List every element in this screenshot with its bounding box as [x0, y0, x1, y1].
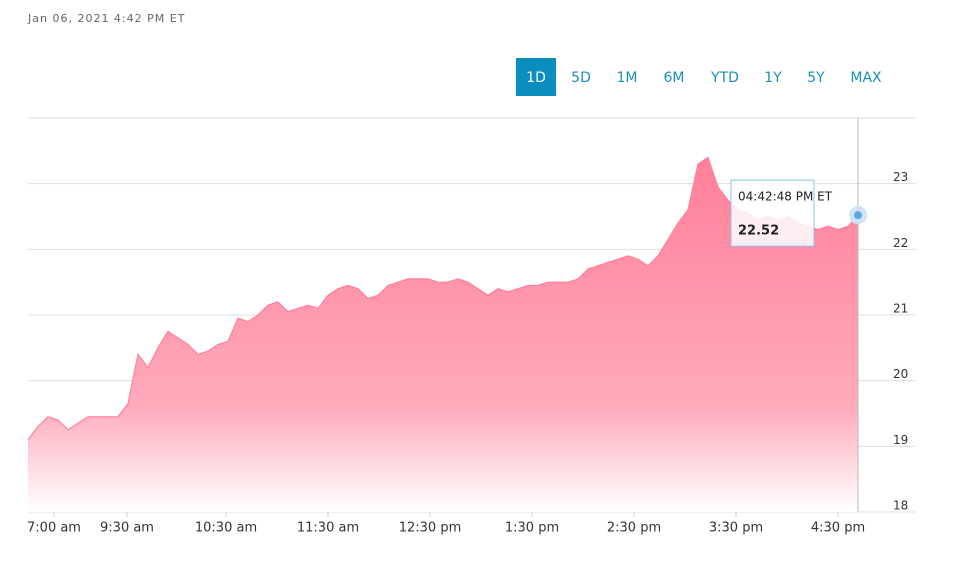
x-tick-label: 11:30 am [297, 521, 359, 536]
range-button[interactable]: 1M [617, 70, 638, 86]
area-fill [28, 157, 858, 512]
range-button-bg[interactable] [516, 58, 556, 96]
range-button[interactable]: 5Y [807, 70, 825, 86]
range-button[interactable]: 1D [526, 70, 546, 86]
y-tick-label: 23 [893, 170, 908, 184]
x-tick-label: 10:30 am [195, 521, 257, 536]
tooltip-box [730, 179, 815, 247]
x-tick-label: 2:30 pm [607, 521, 661, 536]
tooltip-value: 22.52 [738, 224, 779, 239]
y-tick-label: 19 [893, 433, 908, 447]
x-tick-label: 12:30 pm [399, 521, 462, 536]
range-button[interactable]: 1Y [764, 70, 782, 86]
cursor-dot [854, 211, 862, 220]
x-tick-label: 3:30 pm [709, 521, 763, 536]
range-button[interactable]: MAX [850, 70, 882, 86]
y-tick-label: 20 [893, 367, 908, 381]
range-button[interactable]: YTD [710, 70, 739, 86]
range-button[interactable]: 6M [664, 70, 685, 86]
tooltip-time: 04:42:48 PM ET [738, 190, 833, 204]
x-tick-label: 4:30 pm [811, 521, 865, 536]
timestamp: Jan 06, 2021 4:42 PM ET [27, 12, 185, 25]
x-tick-label: 1:30 pm [505, 521, 559, 536]
y-tick-label: 21 [893, 302, 908, 316]
y-tick-label: 22 [893, 236, 908, 250]
x-tick-label: 9:30 am [100, 521, 154, 536]
x-tick-label: 7:00 am [27, 521, 81, 536]
area-line [27, 156, 859, 441]
range-button[interactable]: 5D [571, 70, 591, 86]
y-tick-label: 18 [893, 499, 908, 513]
